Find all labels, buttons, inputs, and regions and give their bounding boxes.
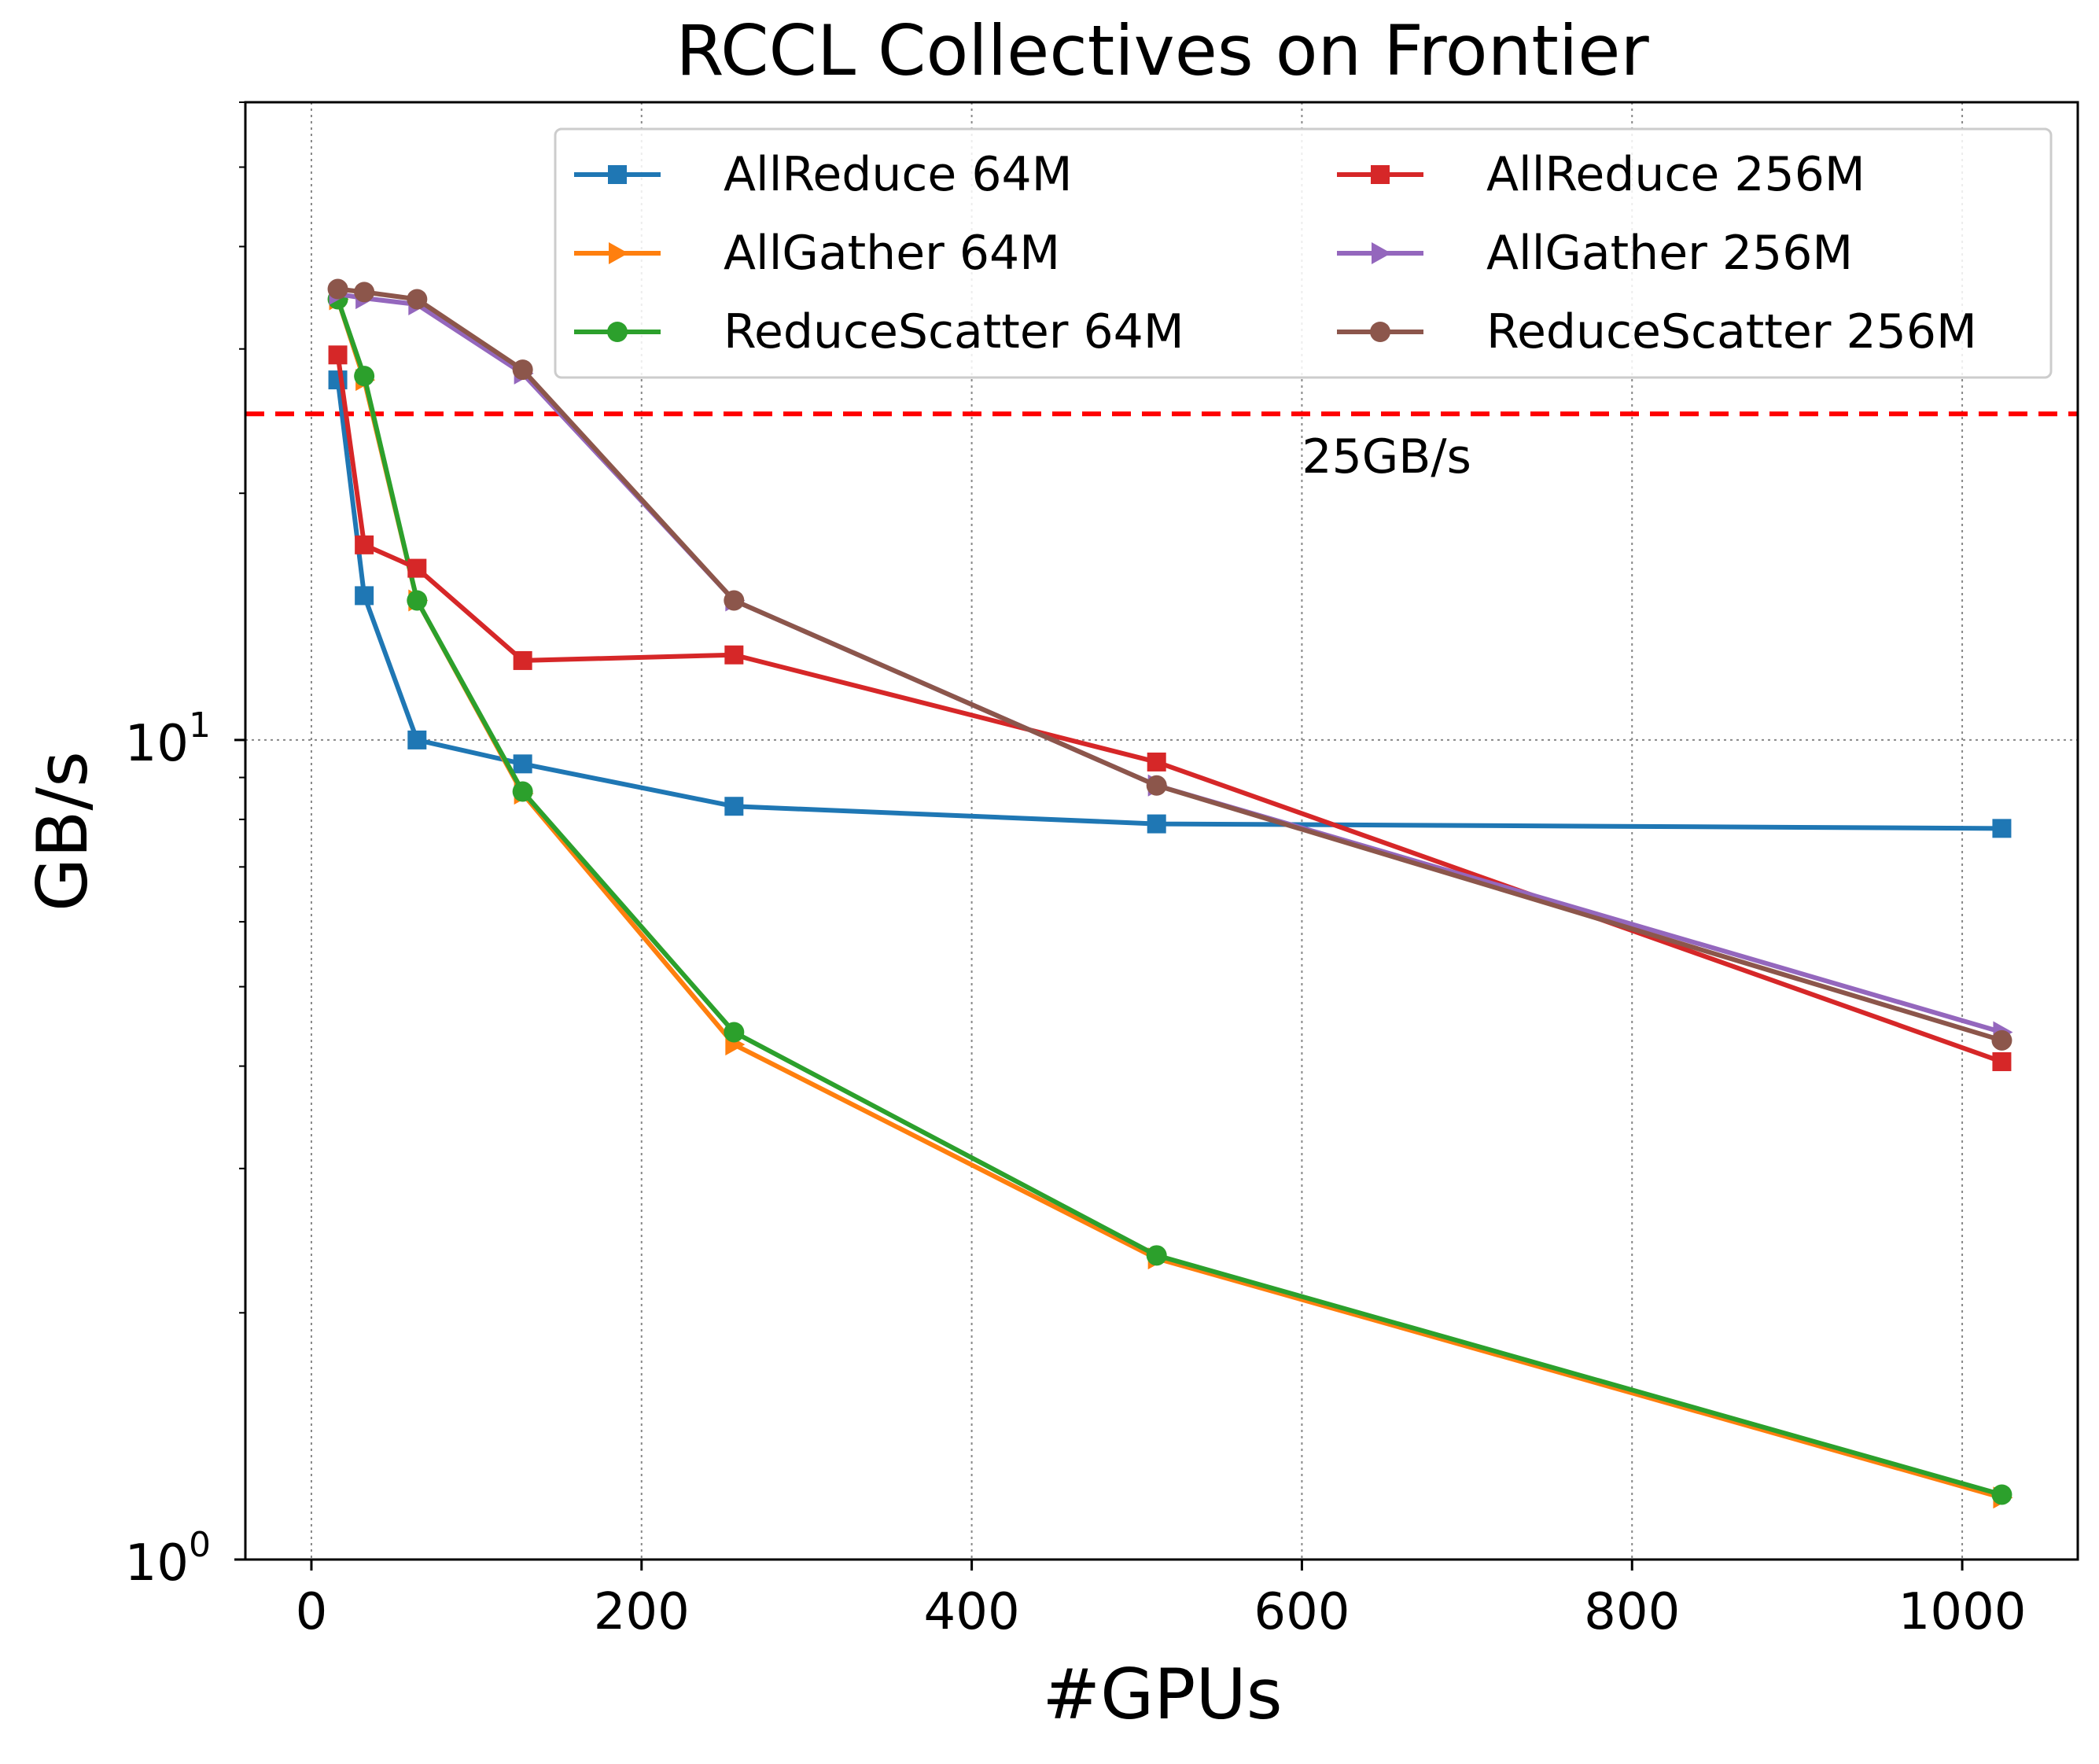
legend-label: AllReduce 64M — [724, 147, 1073, 202]
series-line — [337, 291, 2003, 1035]
data-point — [513, 754, 532, 774]
x-tick-label: 800 — [1584, 1583, 1680, 1641]
legend-label: ReduceScatter 256M — [1486, 304, 1977, 359]
data-point — [354, 282, 375, 303]
series-reducescatter-64m — [327, 289, 2012, 1505]
data-point — [724, 590, 745, 611]
legend-label: AllGather 64M — [724, 226, 1060, 281]
data-point — [1992, 819, 2012, 838]
legend-label: AllReduce 256M — [1486, 147, 1865, 202]
series-line — [335, 354, 2003, 1064]
series-allgather-256m — [329, 282, 2013, 1044]
data-point — [407, 289, 428, 310]
series-allreduce-256m — [328, 345, 2012, 1071]
axis-ticks: 0 200 400 600 800 1000 100 101 — [125, 101, 2027, 1641]
x-axis-label: #GPUs — [1042, 1654, 1282, 1735]
data-point — [724, 1022, 745, 1043]
legend-item: ReduceScatter 256M — [1337, 304, 1977, 359]
legend-item: AllGather 256M — [1337, 226, 1853, 281]
legend: AllReduce 64M AllGather 64M ReduceScatter … — [554, 127, 2053, 379]
data-point — [328, 345, 348, 365]
series-group — [327, 278, 2013, 1509]
x-tick-label: 400 — [924, 1583, 1020, 1641]
data-point — [1146, 1245, 1167, 1266]
data-point — [724, 645, 744, 665]
series-line — [335, 298, 2003, 1501]
reference-line-label: 25GB/s — [1302, 429, 1471, 484]
legend-marker — [1370, 322, 1390, 342]
legend-label: AllGather 256M — [1486, 226, 1853, 281]
data-point — [513, 650, 532, 670]
legend-marker — [1371, 165, 1390, 184]
legend-marker — [609, 242, 628, 264]
legend-item: AllReduce 256M — [1337, 147, 1865, 202]
data-point — [407, 558, 427, 578]
data-point — [512, 781, 533, 802]
data-point — [1146, 775, 1167, 796]
legend-marker — [607, 322, 628, 342]
x-tick-label: 600 — [1254, 1583, 1350, 1641]
data-point — [1991, 1484, 2012, 1505]
data-point — [1992, 1051, 2012, 1071]
legend-item: AllGather 64M — [574, 226, 1060, 281]
legend-marker — [608, 165, 627, 184]
legend-item: ReduceScatter 64M — [574, 304, 1184, 359]
chart-title: RCCL Collectives on Frontier — [676, 10, 1649, 91]
data-point — [407, 730, 427, 749]
x-tick-label: 0 — [296, 1583, 328, 1641]
data-point — [1147, 752, 1166, 772]
x-tick-label: 200 — [594, 1583, 690, 1641]
series-line — [337, 286, 2003, 1043]
data-point — [355, 586, 374, 606]
data-point — [512, 359, 533, 381]
y-axis-label: GB/s — [22, 751, 103, 911]
data-point — [1991, 1029, 2012, 1051]
y-tick-label: 101 — [125, 705, 211, 773]
y-tick-label: 100 — [125, 1525, 211, 1593]
data-point — [327, 278, 348, 300]
plot-frame — [244, 101, 2079, 1561]
series-allreduce-64m — [328, 370, 2012, 838]
series-line — [335, 379, 2002, 831]
series-reducescatter-256m — [327, 278, 2012, 1051]
x-tick-label: 1000 — [1898, 1583, 2027, 1641]
legend-marker — [1372, 242, 1391, 264]
data-point — [355, 535, 374, 554]
data-point — [354, 366, 375, 387]
legend-item: AllReduce 64M — [574, 147, 1073, 202]
data-point — [407, 590, 428, 611]
legend-box — [554, 127, 2053, 379]
data-point — [724, 797, 744, 816]
data-point — [1147, 814, 1166, 834]
series-line — [335, 298, 2003, 1497]
reference-line-group: 25GB/s — [245, 411, 2078, 484]
grid — [245, 102, 2078, 1560]
series-allgather-64m — [329, 288, 2013, 1509]
legend-label: ReduceScatter 64M — [724, 304, 1184, 359]
